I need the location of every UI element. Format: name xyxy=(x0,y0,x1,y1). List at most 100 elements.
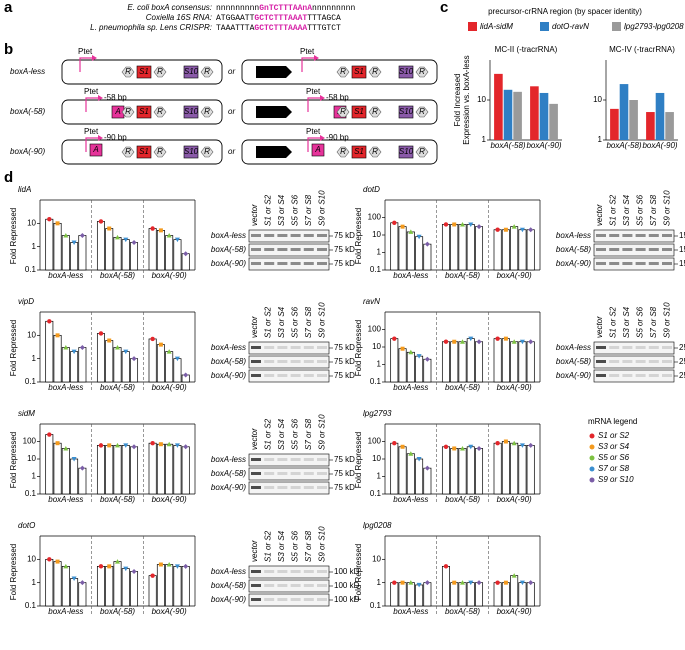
band xyxy=(264,486,275,489)
label: boxA(-58) xyxy=(556,245,591,254)
marker xyxy=(495,336,500,341)
bar xyxy=(45,434,54,495)
label: boxA(-58) xyxy=(490,141,525,150)
band xyxy=(251,598,261,601)
bar xyxy=(173,566,182,607)
label: 0.1 xyxy=(25,489,37,498)
bar xyxy=(130,571,139,607)
bar xyxy=(130,242,139,271)
bar xyxy=(70,351,79,383)
label: R xyxy=(340,67,346,76)
marker xyxy=(392,440,397,446)
band xyxy=(609,374,620,377)
band xyxy=(290,248,301,251)
label: boxA(-90) xyxy=(497,271,532,280)
marker xyxy=(528,339,534,345)
bar xyxy=(423,243,432,271)
marker xyxy=(424,580,430,586)
bar xyxy=(121,239,130,271)
label: A xyxy=(314,145,320,154)
label: dotO-ravN xyxy=(552,22,589,31)
bar xyxy=(113,347,122,383)
marker xyxy=(123,349,129,355)
band xyxy=(264,360,275,363)
bar xyxy=(45,320,54,383)
bar xyxy=(105,566,114,607)
label: lpg2793 xyxy=(363,409,392,418)
plasmid xyxy=(241,99,438,125)
marker xyxy=(123,566,129,572)
repeat xyxy=(153,146,167,158)
label: vector xyxy=(250,316,259,338)
legend-swatch xyxy=(540,22,549,31)
bar xyxy=(78,347,87,383)
marker xyxy=(158,342,163,347)
bar xyxy=(406,582,415,607)
label: 1 xyxy=(32,578,37,587)
bar xyxy=(629,100,638,140)
label: 1 xyxy=(377,578,382,587)
label: 15 kD xyxy=(679,231,685,240)
label: sidM xyxy=(18,409,35,418)
band xyxy=(662,262,672,265)
label: mRNA legend xyxy=(588,417,637,426)
marker xyxy=(416,457,422,462)
band xyxy=(303,570,314,573)
marker xyxy=(55,441,60,446)
marker xyxy=(174,564,180,569)
bar xyxy=(121,568,130,607)
band xyxy=(264,472,275,475)
label: 10 xyxy=(372,554,381,563)
band xyxy=(264,248,275,251)
label: precursor-crRNA region (by spacer identi… xyxy=(488,7,642,16)
band xyxy=(277,486,288,489)
band xyxy=(264,458,275,461)
label: vector xyxy=(595,316,604,338)
label: 10 xyxy=(27,330,36,339)
band xyxy=(290,234,301,237)
label: Coxiella 16S RNA: xyxy=(146,13,212,22)
element-box xyxy=(351,105,367,119)
band xyxy=(317,234,327,237)
marker xyxy=(158,228,163,233)
marker xyxy=(123,443,129,448)
bar xyxy=(53,334,62,383)
label: S1 or S2 xyxy=(264,418,273,450)
label: S1 or S2 xyxy=(609,194,618,226)
label: 1 xyxy=(482,135,487,144)
band xyxy=(317,584,327,587)
marker xyxy=(416,354,422,359)
label: Ptet xyxy=(306,127,321,136)
label: L. pneumophila sp. Lens CRISPR: xyxy=(90,23,212,32)
label: E. coli boxA consensus: xyxy=(127,3,212,12)
label: R xyxy=(204,147,210,156)
band xyxy=(635,262,646,265)
marker xyxy=(452,580,457,585)
label: vector xyxy=(250,428,259,450)
label: boxA(-58) xyxy=(10,107,45,116)
label: R xyxy=(125,107,131,116)
band xyxy=(277,570,288,573)
label: 75 kD xyxy=(334,259,355,268)
label: R xyxy=(125,67,131,76)
marker xyxy=(460,580,465,585)
marker xyxy=(408,229,414,234)
bar xyxy=(105,445,114,495)
band xyxy=(303,262,314,265)
label: S5 or S6 xyxy=(291,306,300,338)
band xyxy=(317,360,327,363)
label: dotD xyxy=(363,185,380,194)
marker xyxy=(519,227,525,233)
marker xyxy=(107,443,112,448)
band xyxy=(609,248,620,251)
label: boxA(-90) xyxy=(152,383,187,392)
band xyxy=(277,458,288,461)
label: R xyxy=(157,147,163,156)
band xyxy=(251,360,261,363)
bar xyxy=(493,442,502,495)
bar xyxy=(493,229,502,271)
band xyxy=(251,248,261,251)
element-box xyxy=(89,143,103,157)
bar xyxy=(501,338,510,383)
band xyxy=(290,570,301,573)
